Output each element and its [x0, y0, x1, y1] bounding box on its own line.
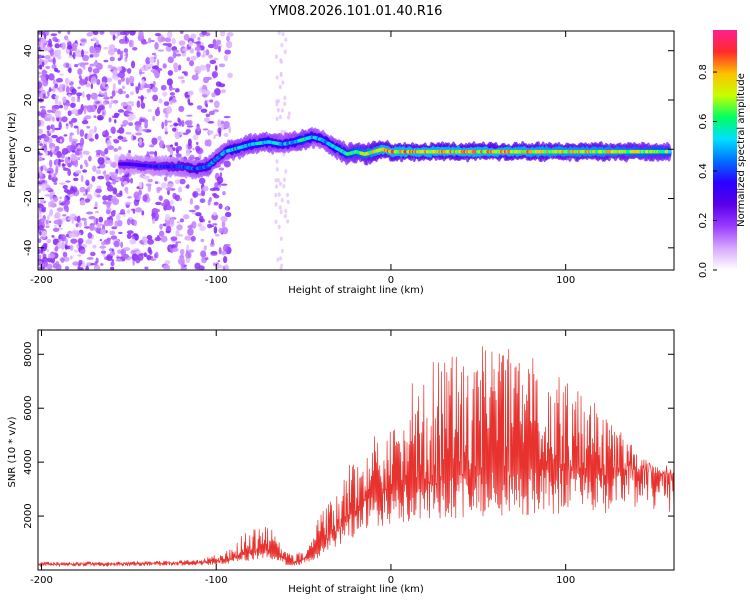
colorbar-gradient	[713, 30, 737, 270]
spectrogram-x-tick-label: 0	[388, 275, 394, 286]
spectrogram-y-tick-label: -40	[23, 240, 34, 256]
snr-y-tick-label: 4000	[23, 449, 34, 474]
spectrogram-y-tick-label: -20	[23, 190, 34, 206]
snr-x-label: Height of straight line (km)	[288, 584, 424, 595]
snr-panel: -200 -100 0 100 2000 4000 6000 8000 Height of …	[7, 329, 675, 595]
snr-frame	[37, 329, 675, 571]
snr-series-line	[38, 346, 674, 567]
colorbar-tick-label: 0.6	[698, 114, 709, 130]
colorbar-label: Normalized spectral amplitude	[736, 73, 747, 227]
colorbar: 0.0 0.2 0.4 0.6 0.8 Normalized spectral ampl…	[698, 30, 747, 278]
colorbar-tick-label: 0.4	[698, 163, 709, 179]
snr-y-tick-label: 2000	[23, 503, 34, 528]
snr-y-ticks: 2000 4000 6000 8000	[23, 342, 674, 529]
snr-x-tick-label: 100	[556, 575, 575, 586]
spectrogram-x-tick-label: 100	[556, 275, 575, 286]
snr-x-tick-label: -200	[30, 575, 53, 586]
spectrogram-x-label: Height of straight line (km)	[288, 285, 424, 296]
colorbar-tick-label: 0.2	[698, 213, 709, 229]
spectrogram-y-tick-label: 40	[23, 44, 34, 57]
figure-title: YM08.2026.101.01.40.R16	[269, 4, 443, 19]
spectrogram-y-label: Frequency (Hz)	[7, 112, 18, 188]
spectrogram-heatmap	[38, 31, 672, 270]
spectrogram-x-tick-label: -100	[205, 275, 228, 286]
snr-y-tick-label: 6000	[23, 395, 34, 420]
snr-x-tick-label: -100	[205, 575, 228, 586]
spectrogram-x-tick-label: -200	[30, 275, 53, 286]
spectrogram-x-ticks: -200 -100 0 100	[30, 31, 575, 286]
snr-y-label: SNR (10 * v/v)	[7, 416, 18, 487]
colorbar-ticks: 0.0 0.2 0.4 0.6 0.8	[698, 64, 717, 278]
spectrogram-y-ticks: -40 -20 0 20 40	[23, 44, 674, 256]
snr-x-tick-label: 0	[388, 575, 394, 586]
snr-x-ticks: -200 -100 0 100	[30, 330, 575, 586]
colorbar-tick-label: 0.0	[698, 262, 709, 278]
spectrogram-frame	[37, 30, 675, 271]
spectrogram-y-tick-label: 20	[23, 94, 34, 107]
colorbar-tick-label: 0.8	[698, 64, 709, 80]
spectrogram-y-tick-label: 0	[23, 146, 34, 152]
snr-y-tick-label: 8000	[23, 342, 34, 367]
